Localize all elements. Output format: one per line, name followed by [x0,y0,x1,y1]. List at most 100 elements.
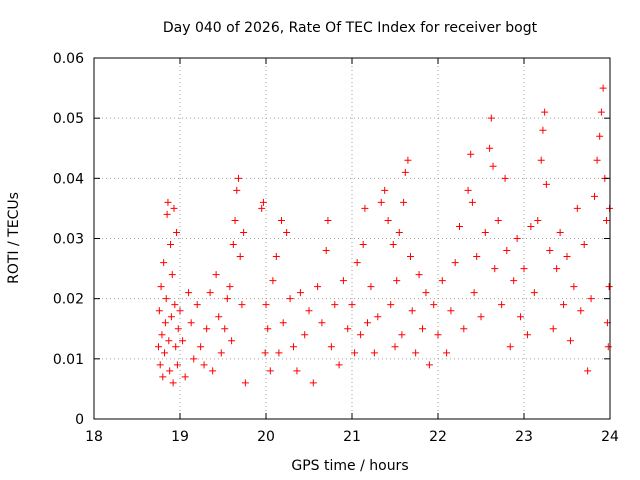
data-point [181,373,189,381]
data-point [318,319,326,327]
data-point [335,361,343,369]
data-point [200,361,208,369]
data-point [206,289,214,297]
data-point [415,271,423,279]
data-point [241,379,249,387]
data-point [167,313,175,321]
data-point [527,222,535,230]
data-point [384,216,392,224]
data-point [487,114,495,122]
data-point [275,349,283,357]
data-point [309,379,317,387]
data-point [430,301,438,309]
data-point [190,355,198,363]
data-point [563,253,571,261]
y-axis: 0 0.01 0.02 0.03 0.04 0.05 0.06 [53,51,610,428]
data-point [167,241,175,249]
data-point [155,307,163,315]
data-point [158,331,166,339]
data-point [272,253,280,261]
data-point [473,253,481,261]
data-point [391,343,399,351]
y-tick-label: 0 [75,412,84,428]
data-point [530,289,538,297]
data-point [226,283,234,291]
data-point [400,198,408,206]
y-tick-label: 0.04 [53,171,84,187]
data-point [161,349,169,357]
data-point [176,307,184,315]
data-point [171,301,179,309]
data-point [506,343,514,351]
data-point [566,337,574,345]
data-point [477,313,485,321]
x-axis-label: GPS time / hours [291,458,408,474]
data-point [456,222,463,230]
data-point [348,301,356,309]
data-point [503,247,511,255]
data-point [401,168,409,176]
data-point [286,295,294,303]
data-point [381,186,389,194]
data-point [556,228,564,236]
data-point [277,216,285,224]
data-point [290,343,298,351]
data-point [187,319,195,327]
data-point [279,319,287,327]
data-point [163,210,171,218]
data-point [160,259,168,267]
data-point [363,319,371,327]
data-point [233,186,241,194]
data-point [314,283,322,291]
data-point [324,216,332,224]
data-point [367,283,375,291]
data-point [468,198,476,206]
data-point [539,126,547,134]
data-point [215,313,223,321]
data-point [599,84,607,92]
data-point [223,295,231,303]
data-point [353,259,361,267]
data-point [240,228,248,236]
data-point [203,325,211,333]
data-point [498,301,506,309]
data-point [577,307,585,315]
data-point [395,228,403,236]
data-point [261,349,269,357]
data-point [447,307,455,315]
data-point [212,271,220,279]
data-point [553,265,561,273]
data-point [419,325,427,333]
data-point [283,228,291,236]
data-point [157,283,165,291]
data-point [593,156,601,164]
x-tick-label: 18 [85,429,103,445]
data-point [322,247,330,255]
y-tick-label: 0.06 [53,51,84,67]
data-point [168,271,176,279]
data-point [217,349,225,357]
data-point [389,241,397,249]
data-point [164,198,172,206]
data-point [231,216,239,224]
data-point [161,319,169,327]
data-point [258,204,266,212]
data-point [359,241,367,249]
data-point [489,162,497,170]
data-point [605,283,613,291]
data-point [464,186,472,194]
data-point [584,367,592,375]
data-point [434,331,442,339]
data-point [443,349,451,357]
y-tick-label: 0.05 [53,111,84,127]
data-point [301,331,309,339]
data-point [549,325,557,333]
x-axis: 18 19 20 21 22 23 24 [85,58,619,445]
data-point [238,301,246,309]
data-point [165,337,173,345]
data-point [236,253,244,261]
data-point [166,367,174,375]
grid [94,58,610,419]
data-point [221,325,229,333]
data-point [510,277,518,285]
